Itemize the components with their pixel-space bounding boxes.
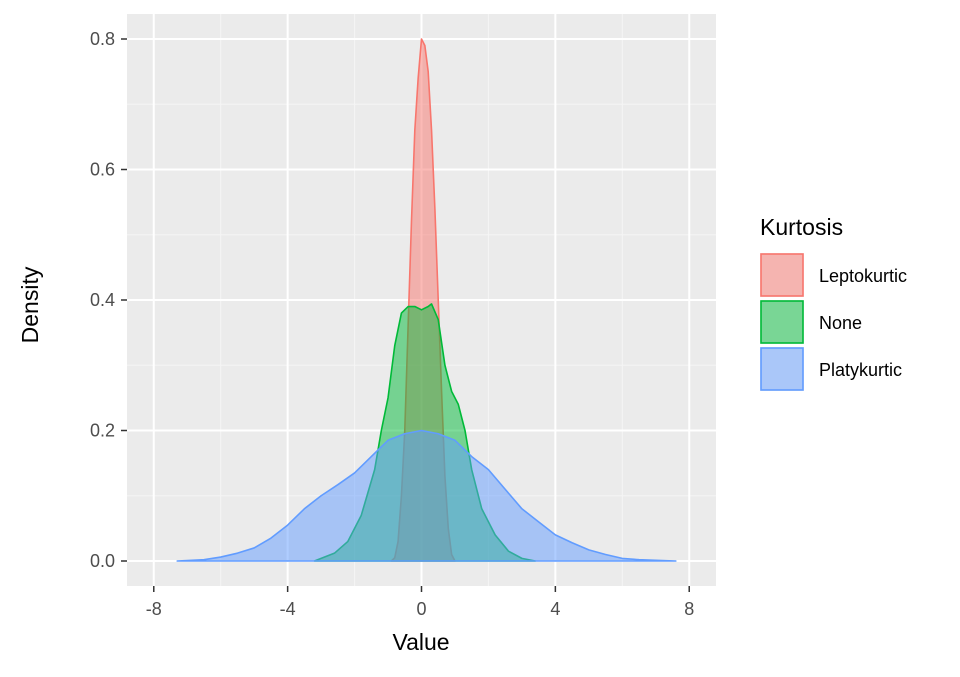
- y-axis-title: Density: [17, 266, 43, 343]
- y-axis: 0.0 0.2 0.4 0.6 0.8: [90, 29, 127, 571]
- x-axis-title: Value: [392, 629, 449, 655]
- y-tick-label: 0.4: [90, 290, 115, 310]
- density-area-platykurtic: [176, 429, 677, 562]
- x-tick-label: 4: [550, 599, 560, 619]
- x-axis: -8 -4 0 4 8: [146, 586, 694, 619]
- y-tick-label: 0.2: [90, 421, 115, 441]
- legend-label-platykurtic: Platykurtic: [819, 360, 902, 380]
- legend: Kurtosis Leptokurtic None Platykurtic: [760, 214, 907, 391]
- legend-title: Kurtosis: [760, 214, 843, 240]
- x-tick-label: -4: [280, 599, 296, 619]
- legend-label-none: None: [819, 313, 862, 333]
- y-tick-label: 0.8: [90, 29, 115, 49]
- density-areas: [176, 38, 677, 562]
- y-tick-label: 0.0: [90, 551, 115, 571]
- legend-swatch-platykurtic: [760, 347, 804, 391]
- x-tick-label: 0: [416, 599, 426, 619]
- legend-items: Leptokurtic None Platykurtic: [760, 253, 907, 391]
- y-tick-label: 0.6: [90, 160, 115, 180]
- legend-label-leptokurtic: Leptokurtic: [819, 266, 907, 286]
- legend-swatch-leptokurtic: [760, 253, 804, 297]
- legend-swatch-none: [760, 300, 804, 344]
- x-tick-label: 8: [684, 599, 694, 619]
- x-tick-label: -8: [146, 599, 162, 619]
